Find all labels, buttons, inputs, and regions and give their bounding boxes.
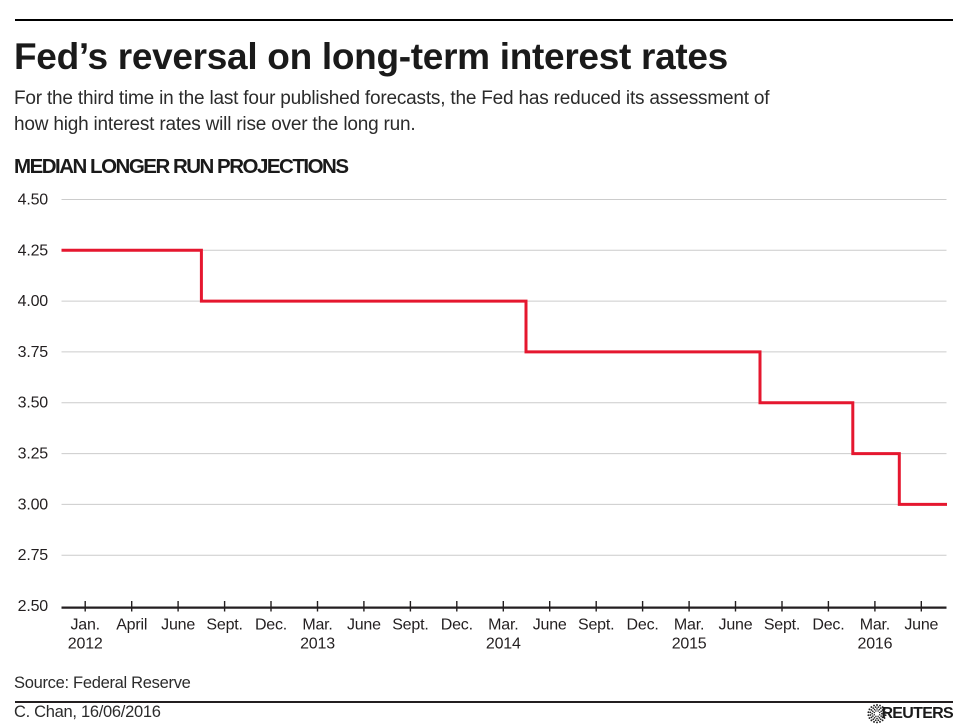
- svg-text:Sept.: Sept.: [392, 617, 428, 634]
- svg-text:June: June: [347, 617, 381, 634]
- svg-text:Mar.: Mar.: [860, 617, 890, 634]
- svg-text:June: June: [719, 617, 753, 634]
- svg-text:June: June: [533, 617, 567, 634]
- svg-text:2.50: 2.50: [18, 598, 49, 615]
- svg-text:2014: 2014: [486, 636, 521, 653]
- svg-text:Mar.: Mar.: [302, 617, 332, 634]
- svg-text:Jan.: Jan.: [70, 617, 99, 634]
- svg-text:Dec.: Dec.: [627, 617, 659, 634]
- svg-text:3.25: 3.25: [18, 446, 49, 463]
- svg-text:Sept.: Sept.: [578, 617, 614, 634]
- svg-text:4.00: 4.00: [18, 293, 49, 310]
- svg-text:Dec.: Dec.: [812, 617, 844, 634]
- svg-text:Dec.: Dec.: [255, 617, 287, 634]
- svg-text:2.75: 2.75: [18, 547, 49, 564]
- svg-text:3.50: 3.50: [18, 395, 49, 412]
- svg-text:Dec.: Dec.: [441, 617, 473, 634]
- svg-text:Sept.: Sept.: [206, 617, 242, 634]
- svg-text:Mar.: Mar.: [674, 617, 704, 634]
- svg-text:3.75: 3.75: [18, 344, 49, 361]
- svg-text:4.50: 4.50: [18, 192, 49, 209]
- svg-text:2013: 2013: [300, 636, 335, 653]
- svg-text:2012: 2012: [68, 636, 103, 653]
- svg-text:Sept.: Sept.: [764, 617, 800, 634]
- svg-text:4.25: 4.25: [18, 242, 49, 259]
- svg-text:June: June: [904, 617, 938, 634]
- svg-text:June: June: [161, 617, 195, 634]
- svg-text:2016: 2016: [858, 636, 893, 653]
- svg-text:Mar.: Mar.: [488, 617, 518, 634]
- svg-text:2015: 2015: [672, 636, 707, 653]
- svg-text:April: April: [116, 617, 147, 634]
- svg-text:3.00: 3.00: [18, 496, 49, 513]
